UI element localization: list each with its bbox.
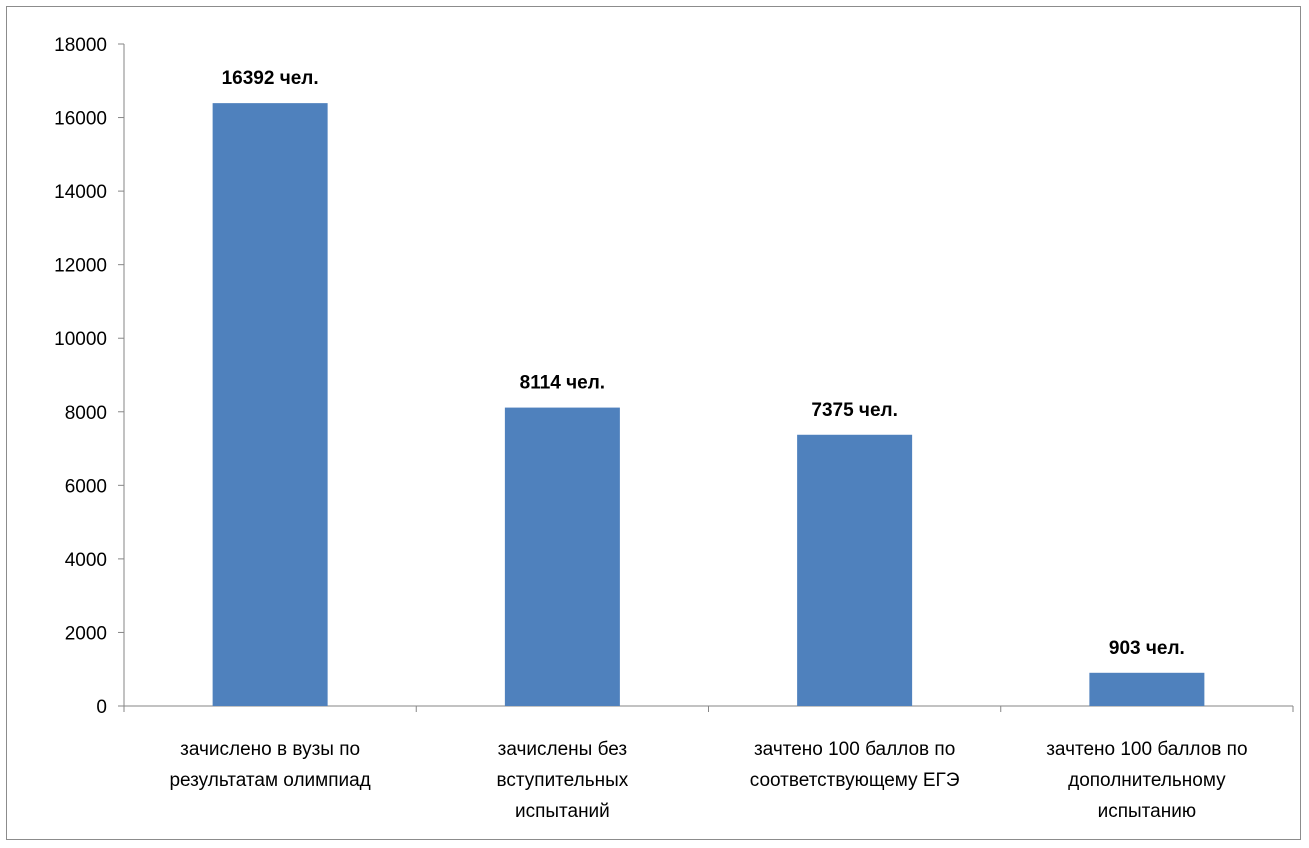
y-tick-label: 2000 (65, 623, 107, 644)
axes: 0 2000 4000 6000 8000 10000 12000 14000 16000 180… (54, 35, 1294, 718)
x-category-label: зачтено 100 баллов по (1046, 739, 1247, 760)
y-tick-label: 14000 (54, 182, 107, 203)
x-category-label: зачислены без (498, 739, 627, 760)
x-category-label: зачтено 100 баллов по (754, 739, 955, 760)
data-label: 16392 чел. (222, 68, 319, 89)
x-category-label: испытаний (515, 801, 610, 822)
bar (797, 434, 913, 706)
y-tick-label: 18000 (54, 35, 107, 56)
bar (1089, 672, 1205, 706)
chart-area: 0 2000 4000 6000 8000 10000 12000 14000 16000 180… (6, 6, 1301, 840)
y-tick-label: 0 (96, 697, 107, 718)
y-tick-label: 16000 (54, 109, 107, 130)
bar-chart: 0 2000 4000 6000 8000 10000 12000 14000 16000 180… (54, 35, 1294, 822)
data-label: 7375 чел. (811, 400, 898, 421)
y-tick-label: 4000 (65, 550, 107, 571)
x-category-label: вступительных (496, 770, 628, 791)
y-tick-label: 8000 (65, 403, 107, 424)
y-tick-label: 10000 (54, 329, 107, 350)
data-label: 8114 чел. (520, 373, 605, 394)
data-label: 903 чел. (1109, 638, 1185, 659)
bar (504, 407, 620, 706)
x-category-label: дополнительному (1068, 770, 1226, 791)
labels: 16392 чел. зачислено в вузы по результатам… (169, 68, 1247, 822)
bars (212, 103, 1205, 706)
bar (212, 103, 328, 706)
x-category-label: испытанию (1098, 801, 1196, 822)
y-tick-label: 12000 (54, 256, 107, 277)
y-tick-label: 6000 (65, 476, 107, 497)
x-category-label: соответствующему ЕГЭ (750, 770, 960, 791)
x-category-label: зачислено в вузы по (180, 739, 360, 760)
x-category-label: результатам олимпиад (169, 770, 370, 791)
